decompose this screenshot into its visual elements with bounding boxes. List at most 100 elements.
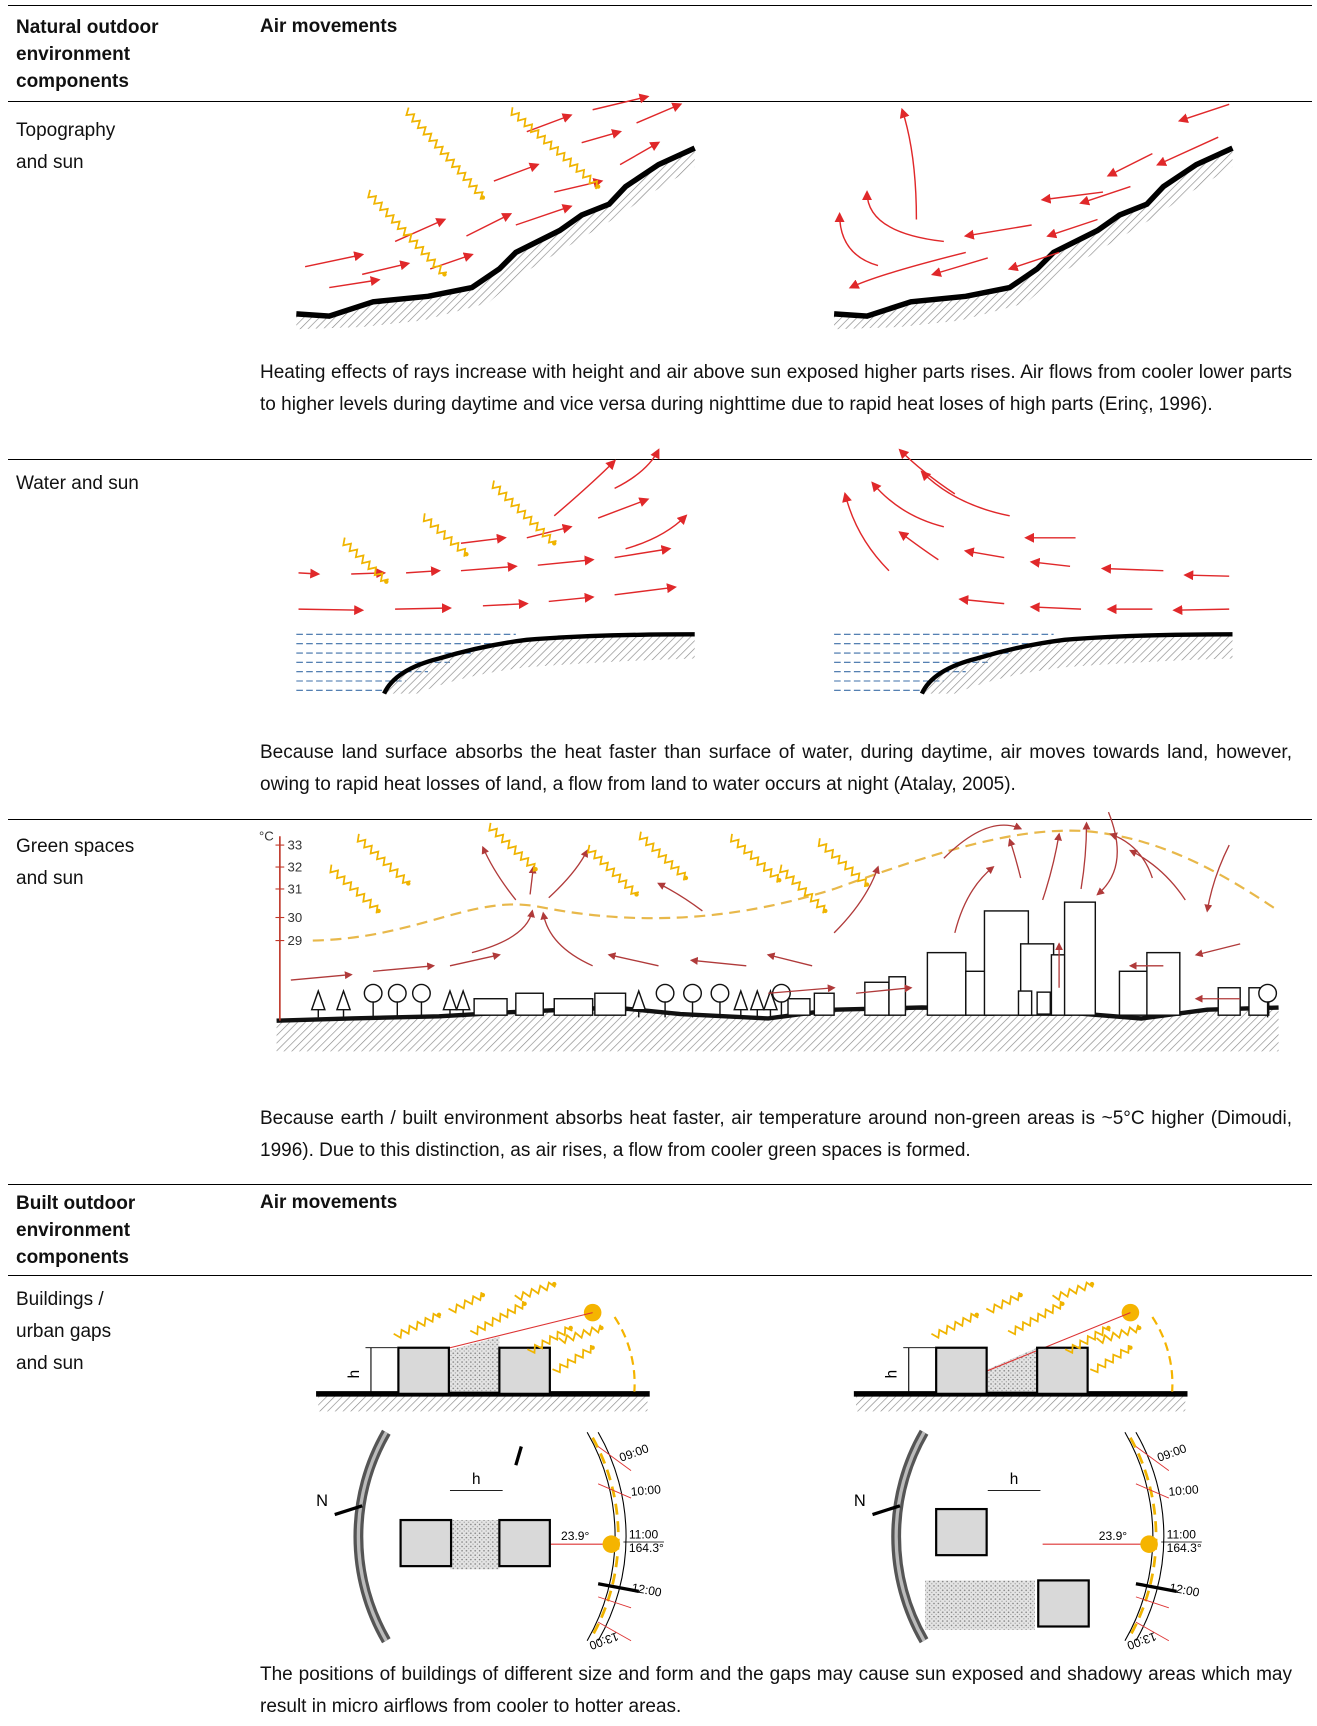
- sun-ray-tip: [1137, 1326, 1141, 1330]
- sun-ray: [731, 834, 778, 883]
- tree: [389, 984, 407, 1002]
- building: [1218, 988, 1240, 1015]
- air-arrow: [1180, 104, 1229, 120]
- sun-ray: [511, 107, 597, 189]
- building: [889, 977, 905, 1015]
- air-arrow: [1103, 569, 1163, 571]
- time-label: 10:00: [1168, 1482, 1200, 1499]
- sun-ray-tip: [596, 184, 600, 188]
- air-arrow: [593, 97, 648, 110]
- sun-ray-tip: [384, 579, 388, 583]
- sun: [1140, 1535, 1158, 1553]
- sun-ray: [449, 1292, 482, 1312]
- temp-unit: °C: [259, 829, 274, 844]
- tree: [684, 984, 702, 1002]
- building: [1037, 1348, 1087, 1394]
- building: [936, 1348, 986, 1394]
- air-arrow: [900, 532, 938, 559]
- building: [401, 1520, 451, 1566]
- scale-label: 29: [288, 933, 303, 948]
- shadow: [450, 1337, 499, 1392]
- sun-ray: [358, 834, 411, 883]
- building: [788, 999, 810, 1015]
- building: [927, 953, 965, 1016]
- scale-label: 30: [288, 910, 303, 925]
- north-label: N: [854, 1492, 866, 1510]
- tree: [751, 991, 764, 1010]
- tree: [443, 991, 456, 1010]
- air-arrow: [299, 573, 319, 574]
- air-arrow: [516, 206, 571, 225]
- height-label: h: [1010, 1471, 1019, 1488]
- figure-rect: [856, 1396, 1185, 1411]
- building: [398, 1348, 448, 1394]
- figures: °C h N23.9°11:00164.3°09:0010:0012:0013:…: [0, 0, 1317, 1726]
- air-arrow: [1108, 154, 1152, 176]
- sun-ray-tip: [823, 909, 827, 913]
- sun-ray-tip: [599, 1326, 603, 1330]
- sun-ray-tip: [865, 882, 869, 886]
- figure-g: [296, 634, 694, 693]
- tree: [734, 991, 747, 1010]
- sun-ray-tip: [442, 272, 446, 276]
- air-arrow: [1130, 851, 1185, 900]
- building: [865, 982, 889, 1015]
- air-arrow: [466, 214, 510, 236]
- figure-g: h: [854, 1282, 1188, 1412]
- sun-ray: [1053, 1283, 1094, 1300]
- air-arrow: [450, 955, 499, 966]
- sun-ray: [489, 823, 534, 872]
- air-arrow: [549, 597, 593, 601]
- building: [1037, 992, 1050, 1014]
- sun-ray: [552, 1345, 590, 1372]
- air-arrow: [691, 960, 746, 965]
- air-arrow: [395, 608, 450, 609]
- tree: [711, 984, 729, 1002]
- sun-ray-tip: [481, 1293, 485, 1297]
- figure-g: [296, 148, 694, 329]
- figure-g: N23.9°11:00164.3°09:0010:0012:0013:00hN2…: [316, 1432, 1202, 1653]
- sun-ray: [515, 1283, 556, 1300]
- gap-area: [450, 1520, 499, 1569]
- sun-ray-tip: [1128, 1346, 1132, 1350]
- height-label: h: [472, 1471, 481, 1488]
- time-label: 12:00: [631, 1581, 663, 1600]
- air-arrow: [966, 551, 1004, 558]
- air-arrow: [922, 472, 1010, 516]
- sun-ray: [986, 1292, 1019, 1312]
- air-arrow: [472, 911, 532, 953]
- air-arrow: [543, 913, 592, 966]
- building: [814, 993, 834, 1015]
- air-arrow: [494, 165, 538, 181]
- air-arrow: [867, 192, 944, 241]
- air-arrow: [840, 214, 878, 266]
- air-arrow: [1196, 944, 1240, 955]
- sun-ray-tip: [1106, 1326, 1110, 1330]
- sun-ray-tip: [777, 878, 781, 882]
- sun-ray-tip: [590, 1346, 594, 1350]
- document: Natural outdoor environment components A…: [0, 0, 1317, 1726]
- building: [516, 993, 543, 1015]
- air-arrow: [598, 499, 647, 518]
- air-arrow: [1174, 609, 1229, 610]
- air-arrow: [362, 263, 408, 274]
- sun-ray-tip: [464, 552, 468, 556]
- air-arrow: [483, 847, 516, 900]
- azimuth-label: 164.3°: [629, 1541, 664, 1555]
- sun-ray-tip: [481, 195, 485, 199]
- air-arrow: [527, 527, 571, 538]
- air-arrow: [845, 494, 889, 571]
- sun-ray: [470, 1301, 523, 1334]
- time-label: 09:00: [1155, 1441, 1188, 1465]
- sun-ray-tip: [975, 1313, 979, 1317]
- time-label: 11:00: [629, 1528, 659, 1542]
- air-arrow: [527, 115, 571, 131]
- page: Air movements {"sections": [ {"header": …: [0, 0, 1317, 1726]
- air-arrow: [549, 851, 587, 898]
- tree: [364, 984, 382, 1002]
- air-arrow: [1081, 823, 1086, 889]
- sun-ray: [330, 865, 377, 914]
- building: [1018, 991, 1031, 1015]
- altitude-label: 23.9°: [1099, 1529, 1127, 1543]
